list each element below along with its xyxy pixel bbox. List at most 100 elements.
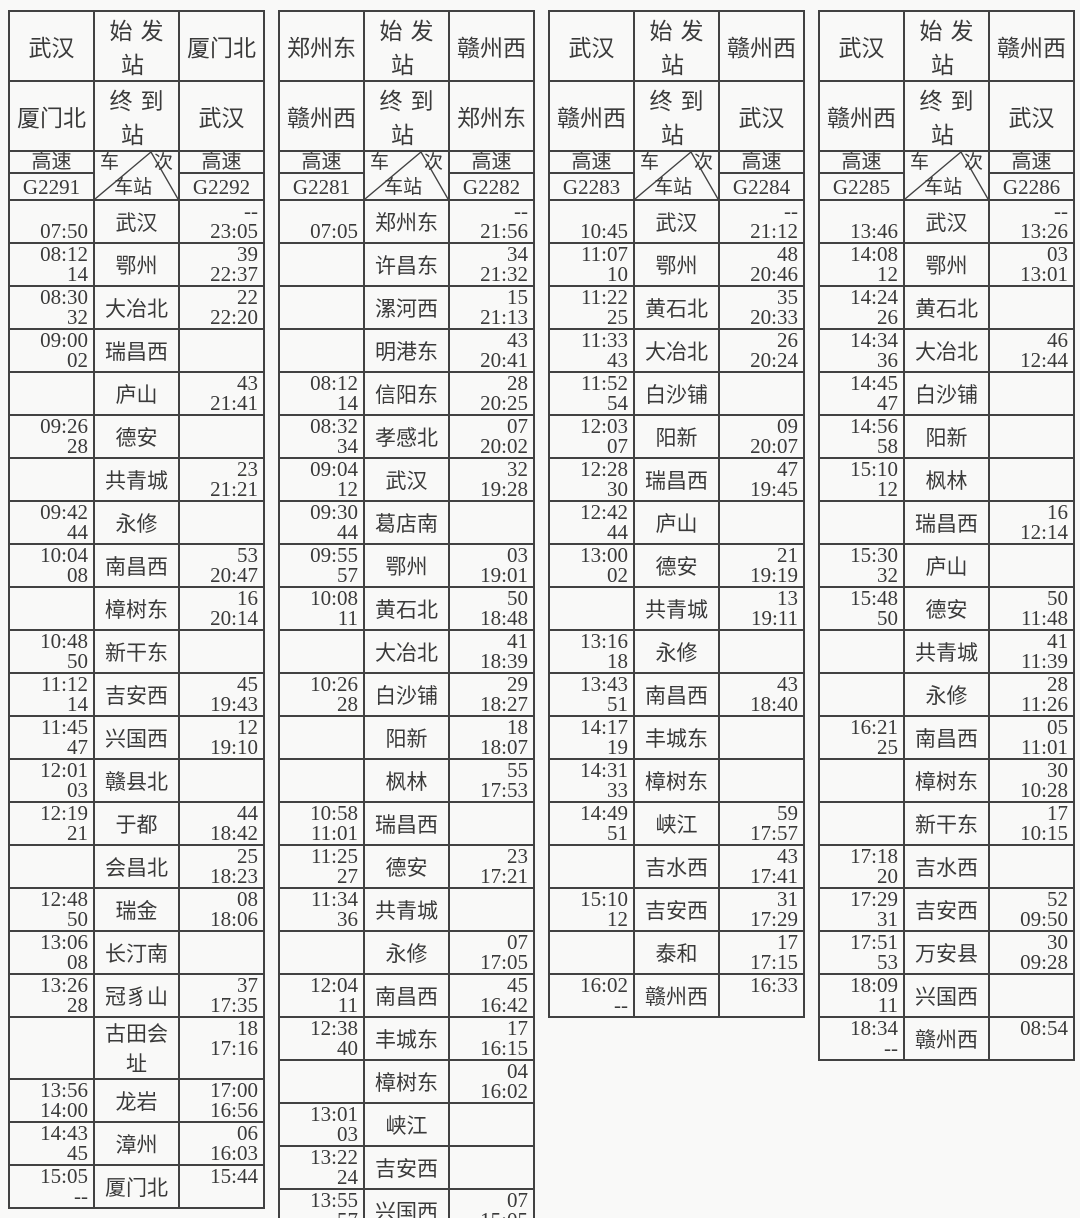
station-name: 瑞昌西 <box>633 457 720 502</box>
left-train-time-cell: 16:02 -- <box>548 973 635 1018</box>
station-row: 09:30 44 葛店南 <box>278 500 535 545</box>
left-train-end-station: 赣州西 <box>818 80 905 152</box>
right-train-arrival-time <box>995 867 1068 885</box>
station-name: 黄石北 <box>363 586 450 631</box>
left-train-arrival-time: 15:30 <box>850 544 898 567</box>
right-train-number: G2292 <box>178 172 265 201</box>
right-train-arrival-time <box>725 781 798 799</box>
right-train-arrival-time <box>455 910 528 928</box>
station-row: 11:12 14 吉安西 45 19:43 <box>8 672 265 717</box>
right-train-time-cell <box>718 758 805 803</box>
left-train-arrival-time <box>285 245 358 263</box>
left-train-arrival-time: 12:01 <box>40 759 88 782</box>
left-train-arrival-time: 15:10 <box>850 458 898 481</box>
station-name: 赣州西 <box>903 1016 990 1061</box>
right-train-time-cell <box>988 973 1075 1018</box>
left-train-arrival-time: 13:06 <box>40 931 88 954</box>
station-name: 瑞昌西 <box>363 801 450 846</box>
right-train-time-cell: 43 17:41 <box>718 844 805 889</box>
station-name: 永修 <box>903 672 990 717</box>
right-train-time-cell: 59 17:57 <box>718 801 805 846</box>
right-train-arrival-time: 18:40 <box>750 692 798 716</box>
right-train-arrival-time <box>995 437 1068 455</box>
right-train-arrival-time <box>725 996 798 1014</box>
station-row: 12:01 03 赣县北 <box>8 758 265 803</box>
right-train-time-cell: 03 13:01 <box>988 242 1075 287</box>
left-train-time-cell: 11:22 25 <box>548 285 635 330</box>
right-train-time-cell: 16:33 <box>718 973 805 1018</box>
left-train-arrival-time <box>825 761 898 779</box>
left-train-number: G2285 <box>818 172 905 201</box>
right-train-arrival-time: 17:41 <box>750 864 798 888</box>
left-train-time-cell: 14:24 26 <box>818 285 905 330</box>
station-name: 瑞昌西 <box>93 328 180 373</box>
left-train-departure-time: 20 <box>877 864 898 888</box>
left-train-time-cell <box>278 715 365 760</box>
right-train-departure-time: 07 <box>507 1189 528 1212</box>
left-train-departure-time: 32 <box>877 563 898 587</box>
right-train-departure-time: 30 <box>1047 931 1068 954</box>
right-train-arrival-time: 11:01 <box>1020 735 1068 759</box>
right-train-departure-time: 16:33 <box>750 974 798 997</box>
station-name: 武汉 <box>903 199 990 244</box>
left-train-arrival-time: 13:56 <box>40 1079 88 1102</box>
right-train-departure-time <box>455 503 528 521</box>
right-train-arrival-time <box>725 394 798 412</box>
right-train-departure-time: 05 <box>1047 716 1068 739</box>
station-row: 13:00 02 德安 21 19:19 <box>548 543 805 588</box>
station-row: 永修 28 11:26 <box>818 672 1075 717</box>
train-no-row: G2291 G2292 <box>8 172 265 201</box>
right-train-time-cell <box>988 844 1075 889</box>
station-row: 08:12 14 信阳东 28 20:25 <box>278 371 535 416</box>
right-train-time-cell: 43 18:40 <box>718 672 805 717</box>
left-train-arrival-time <box>825 503 898 521</box>
right-train-time-cell <box>448 801 535 846</box>
left-train-time-cell: 18:09 11 <box>818 973 905 1018</box>
right-train-arrival-time: 16:56 <box>210 1098 258 1122</box>
left-train-departure-time: 02 <box>607 563 628 587</box>
right-train-time-cell: -- 21:12 <box>718 199 805 244</box>
station-row: 14:43 45 漳州 06 16:03 <box>8 1121 265 1166</box>
left-train-departure-time <box>825 523 898 541</box>
left-train-departure-time: 07 <box>607 434 628 458</box>
left-train-departure-time <box>285 308 358 326</box>
right-train-time-cell: 17 10:15 <box>988 801 1075 846</box>
station-row: 08:30 32 大冶北 22 22:20 <box>8 285 265 330</box>
station-name: 阳新 <box>633 414 720 459</box>
station-name: 郑州东 <box>363 199 450 244</box>
left-train-departure-time: 45 <box>67 1141 88 1165</box>
left-train-departure-time: 11 <box>337 993 358 1017</box>
train-table-G2281-G2282: 郑州东 始发站 赣州西 赣州西 终到站 郑州东 高速 车 次 车站 高速 G22… <box>278 10 535 1218</box>
left-train-time-cell: 09:55 57 <box>278 543 365 588</box>
right-train-arrival-time <box>995 394 1068 412</box>
station-name: 白沙铺 <box>633 371 720 416</box>
left-train-departure-time: 11 <box>877 993 898 1017</box>
right-train-departure-time: 50 <box>1047 587 1068 610</box>
station-name: 南昌西 <box>93 543 180 588</box>
left-train-time-cell: 16:21 25 <box>818 715 905 760</box>
station-row: 07:05 郑州东 -- 21:56 <box>278 199 535 244</box>
right-train-time-cell <box>448 887 535 932</box>
right-train-departure-time <box>185 331 258 349</box>
station-name: 吉安西 <box>633 887 720 932</box>
station-name: 吉安西 <box>93 672 180 717</box>
left-train-time-cell: 09:00 02 <box>8 328 95 373</box>
left-train-type: 高速 <box>278 150 365 174</box>
station-name: 吉水西 <box>903 844 990 889</box>
left-train-arrival-time: 12:19 <box>40 802 88 825</box>
left-train-time-cell: 11:07 10 <box>548 242 635 287</box>
right-train-departure-time: 28 <box>1047 673 1068 696</box>
right-train-number: G2282 <box>448 172 535 201</box>
right-train-departure-time: 53 <box>237 544 258 567</box>
right-train-arrival-time: 19:01 <box>480 563 528 587</box>
left-train-departure-time: 10:45 <box>580 219 628 243</box>
left-train-arrival-time: 12:04 <box>310 974 358 997</box>
right-train-departure-time: 04 <box>507 1060 528 1083</box>
left-train-time-cell: 13:22 24 <box>278 1145 365 1190</box>
station-row: 许昌东 34 21:32 <box>278 242 535 287</box>
left-train-departure-time: 21 <box>67 821 88 845</box>
right-train-arrival-time: 19:28 <box>480 477 528 501</box>
left-train-departure-time <box>825 695 898 713</box>
right-train-departure-time: 30 <box>1047 759 1068 782</box>
